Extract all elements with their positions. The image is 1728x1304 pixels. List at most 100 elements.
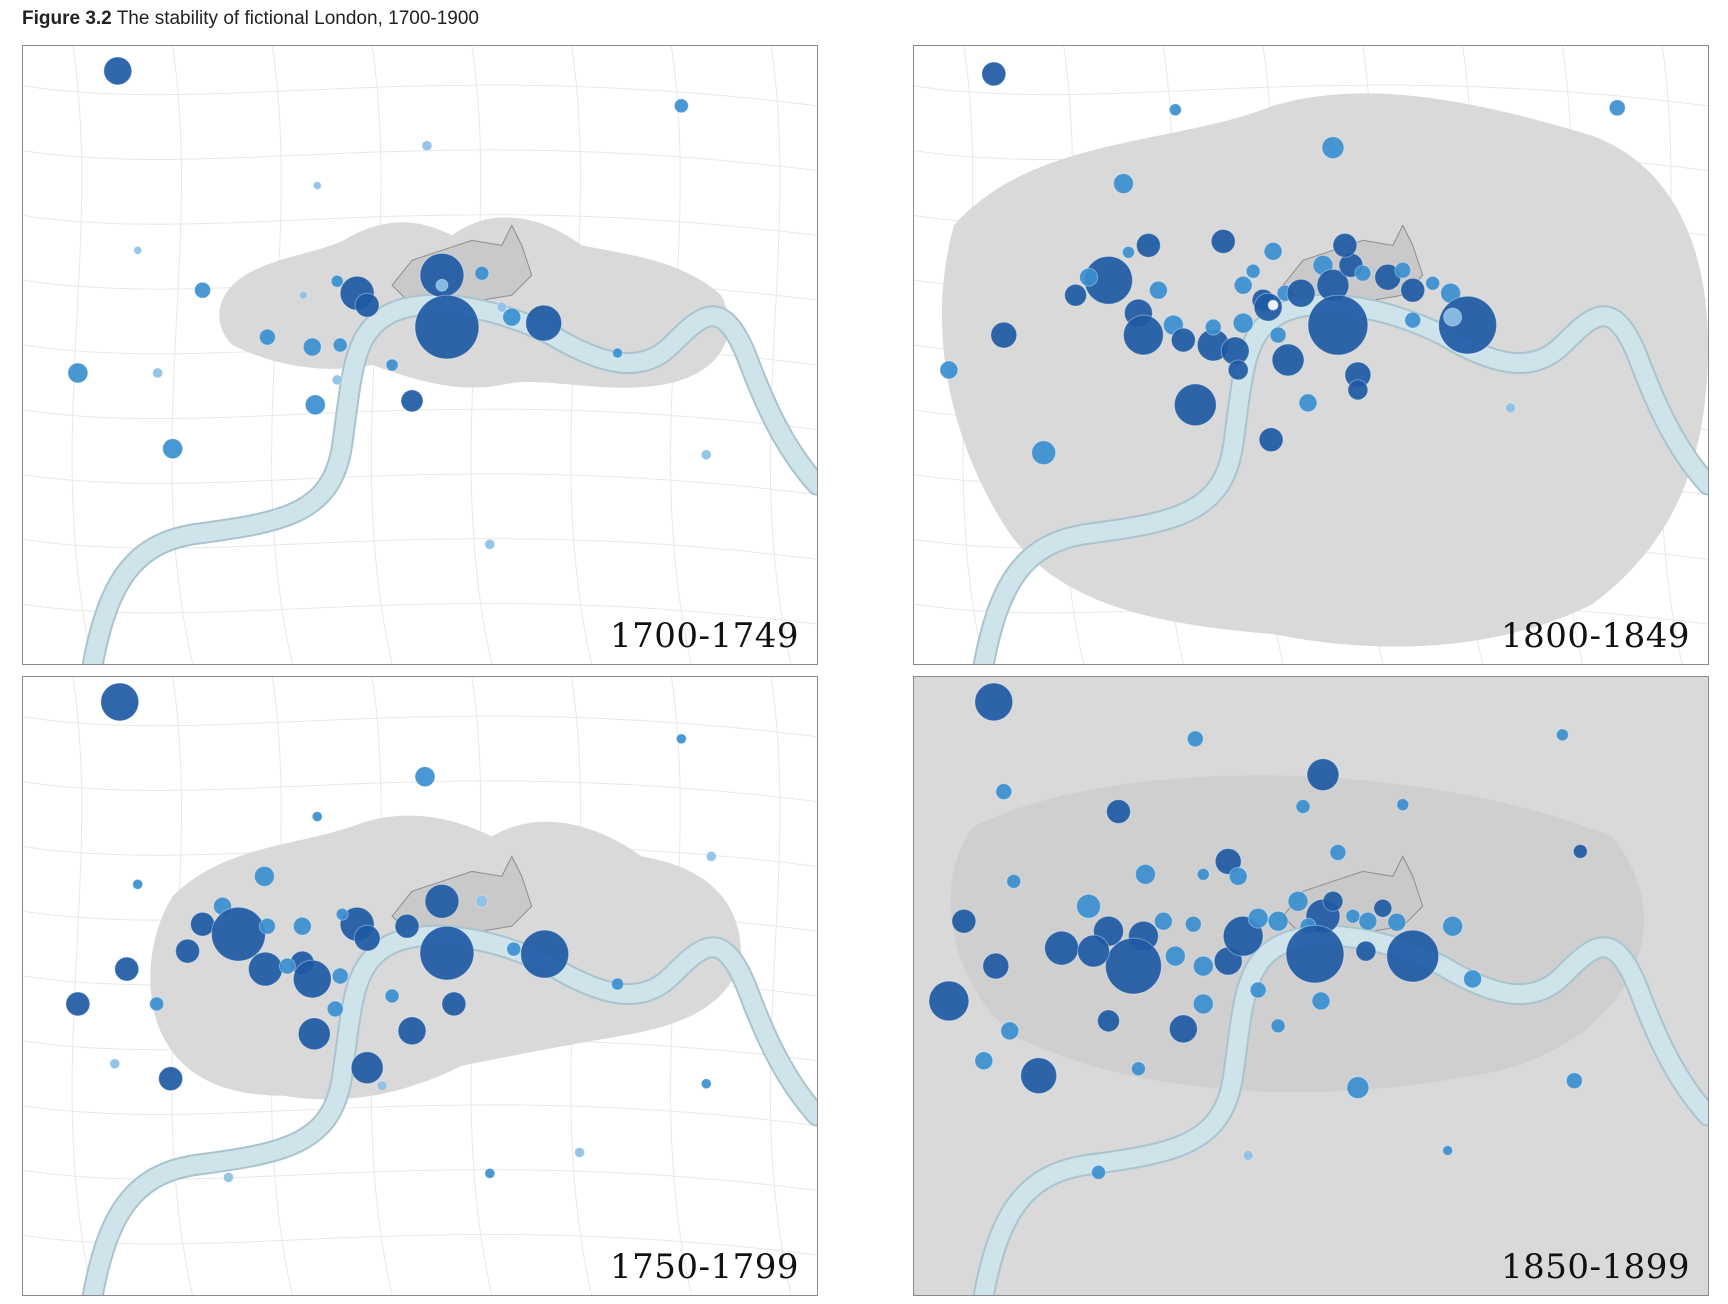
location-dot: [354, 292, 380, 318]
location-dot: [400, 389, 424, 413]
location-dot: [114, 956, 140, 982]
location-dot: [190, 911, 216, 937]
location-dot: [520, 929, 570, 979]
figure-caption: Figure 3.2 The stability of fictional Lo…: [22, 8, 479, 30]
location-dot: [475, 894, 489, 908]
location-dot: [474, 265, 490, 281]
location-dot: [673, 98, 689, 114]
location-dot: [1442, 1144, 1454, 1156]
location-dot: [995, 783, 1013, 801]
location-dot: [974, 682, 1014, 722]
location-dot: [700, 449, 712, 461]
location-dot: [247, 951, 283, 987]
location-dot: [1295, 799, 1311, 815]
location-dot: [1442, 915, 1464, 937]
location-dot: [612, 347, 623, 359]
location-dot: [1077, 934, 1111, 968]
location-dot: [1345, 908, 1361, 924]
location-dot: [297, 1017, 331, 1051]
location-dot: [990, 321, 1018, 349]
location-dot: [1106, 799, 1131, 825]
location-dot: [335, 907, 349, 921]
map-panel-1750-1799: 1750-1799: [22, 676, 818, 1296]
location-dot: [1306, 758, 1340, 792]
location-dot: [1298, 393, 1318, 413]
location-dot: [1565, 1072, 1583, 1090]
location-dot: [1233, 275, 1253, 295]
location-dot: [397, 1016, 427, 1046]
location-dot: [67, 362, 89, 384]
location-dot: [675, 733, 687, 745]
location-dot: [1307, 294, 1369, 356]
location-dot: [1400, 277, 1426, 303]
london-map: [914, 677, 1708, 1295]
location-dot: [484, 538, 496, 550]
location-dot: [705, 850, 717, 862]
location-dot: [385, 358, 399, 372]
map-panel-1850-1899: 1850-1899: [913, 676, 1709, 1296]
map-panel-1700-1749: 1700-1749: [22, 45, 818, 665]
location-dot: [1404, 311, 1422, 329]
location-dot: [1346, 1076, 1370, 1100]
location-dot: [1396, 798, 1410, 812]
location-dot: [1228, 866, 1248, 886]
location-dot: [1253, 292, 1283, 322]
location-dot: [1263, 241, 1283, 261]
location-dot: [376, 1080, 388, 1092]
location-dot: [211, 906, 266, 962]
period-label: 1700-1749: [609, 616, 799, 656]
location-dot: [1135, 232, 1161, 258]
location-dot: [1394, 261, 1412, 279]
location-dot: [1438, 295, 1498, 355]
london-map: [914, 46, 1708, 664]
location-dot: [1044, 930, 1080, 966]
location-dot: [1153, 911, 1173, 931]
location-dot: [1122, 314, 1164, 356]
location-dot: [1242, 1149, 1254, 1161]
location-dot: [1164, 945, 1186, 967]
location-dot: [1386, 929, 1440, 983]
location-dot: [1186, 730, 1204, 748]
location-dot: [1170, 327, 1196, 353]
location-dot: [1214, 847, 1242, 875]
location-dot: [1247, 907, 1269, 929]
location-dot: [611, 977, 624, 991]
figure-label: Figure 3.2: [22, 8, 112, 29]
location-dot: [974, 1051, 994, 1071]
location-dot: [1463, 969, 1483, 989]
location-dot: [1608, 99, 1626, 117]
location-dot: [419, 925, 475, 981]
location-dot: [394, 913, 420, 939]
location-dot: [162, 438, 184, 460]
location-dot: [441, 991, 467, 1017]
location-dot: [278, 957, 296, 975]
london-map: [23, 46, 817, 664]
location-dot: [1572, 843, 1588, 859]
location-dot: [109, 1058, 121, 1070]
location-dot: [132, 878, 144, 890]
location-dot: [1269, 326, 1287, 344]
location-dot: [1192, 955, 1214, 977]
location-dot: [421, 140, 433, 152]
location-dot: [149, 996, 165, 1012]
location-dot: [1112, 173, 1134, 195]
location-dot: [326, 1000, 344, 1018]
location-dot: [1232, 312, 1254, 334]
location-dot: [496, 301, 508, 313]
location-dot: [1505, 402, 1516, 414]
location-dot: [1373, 898, 1393, 918]
location-dot: [1267, 299, 1279, 311]
location-dot: [350, 1051, 384, 1085]
location-dot: [1184, 915, 1202, 933]
location-dot: [384, 988, 400, 1004]
location-dot: [1311, 991, 1331, 1011]
location-dot: [1076, 893, 1102, 919]
location-dot: [1031, 440, 1057, 466]
location-dot: [1443, 307, 1463, 327]
period-label: 1750-1799: [609, 1247, 799, 1287]
location-dot: [194, 281, 212, 299]
location-dot: [1286, 278, 1316, 308]
location-dot: [1329, 843, 1347, 861]
location-dot: [133, 245, 143, 255]
location-dot: [1267, 910, 1289, 932]
